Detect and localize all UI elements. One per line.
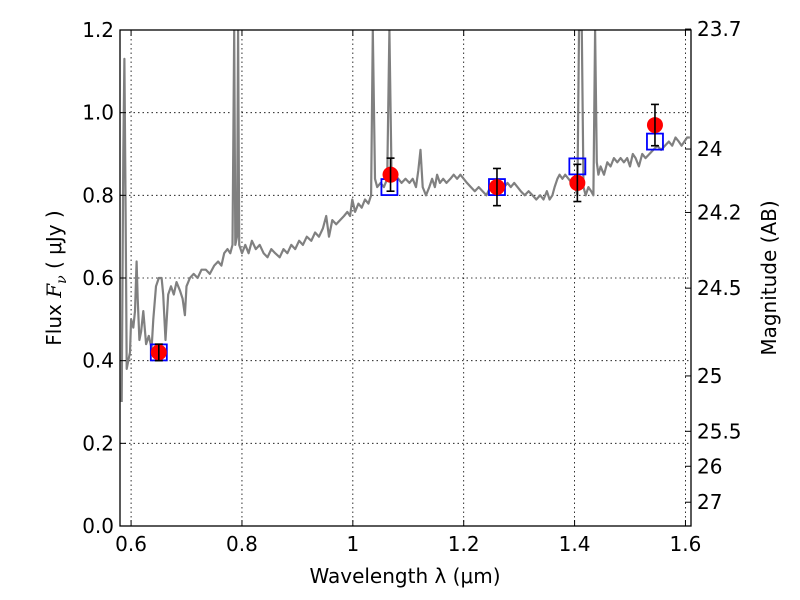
x-tick-label: 1 [346, 532, 359, 556]
y-axis-label: Flux Fν ( μJy ) [42, 210, 70, 345]
mag-tick-label: 27 [697, 490, 722, 514]
mag-tick-label: 24 [697, 137, 722, 161]
x-tick-label: 0.8 [226, 532, 258, 556]
mag-tick-label: 26 [697, 454, 722, 478]
marker-layer [149, 103, 664, 362]
x-tick-label: 1.6 [670, 532, 702, 556]
y-tick-label: 0.2 [82, 431, 114, 455]
x-tick-label: 1.4 [559, 532, 591, 556]
y2-axis-label: Magnitude (AB) [757, 200, 781, 355]
mag-tick-label: 25 [697, 364, 722, 388]
y-tick-label: 0.0 [82, 514, 114, 538]
y-tick-label: 1.2 [82, 18, 114, 42]
y-tick-label: 0.4 [82, 349, 114, 373]
y-tick-label: 1.0 [82, 101, 114, 125]
x-axis-label: Wavelength λ (μm) [309, 564, 500, 588]
mag-tick-label: 23.7 [697, 17, 742, 41]
x-tick-label: 0.6 [115, 532, 147, 556]
x-tick-label: 1.2 [448, 532, 480, 556]
mag-tick-label: 24.5 [697, 276, 742, 300]
mag-tick-label: 24.2 [697, 200, 742, 224]
y-tick-label: 0.8 [82, 183, 114, 207]
y-tick-label: 0.6 [82, 266, 114, 290]
mag-tick-label: 25.5 [697, 419, 742, 443]
ticks: 0.6 0.8 1 1.2 1.4 1.6 0.0 0.2 0.4 0.6 0.8 1.0 1.2 23.… [82, 17, 741, 556]
